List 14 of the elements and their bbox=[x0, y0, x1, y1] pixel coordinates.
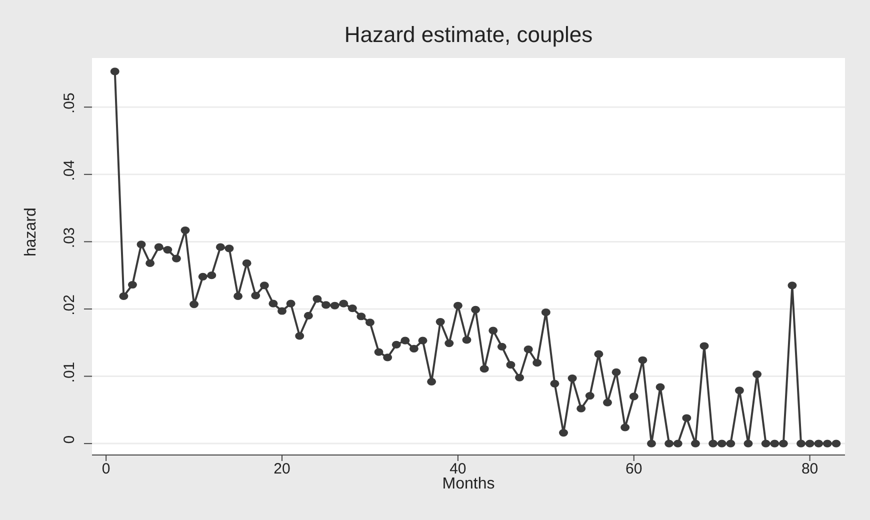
x-tick-label: 20 bbox=[274, 460, 290, 478]
y-tick-label: .04 bbox=[61, 160, 78, 181]
y-tick-label: 0 bbox=[61, 435, 78, 444]
y-tick-label: .01 bbox=[61, 362, 78, 383]
x-tick-label: 0 bbox=[102, 460, 110, 478]
y-tick-label: .02 bbox=[61, 294, 78, 316]
x-tick-label: 80 bbox=[801, 460, 818, 478]
x-tick-label: 60 bbox=[626, 460, 642, 478]
y-tick-label: .05 bbox=[61, 92, 78, 114]
x-axis-title: Months bbox=[442, 475, 495, 492]
y-axis-title: hazard bbox=[22, 208, 40, 256]
y-tick-label: .03 bbox=[61, 227, 78, 248]
chart-title: Hazard estimate, couples bbox=[343, 22, 594, 48]
x-tick-label: 40 bbox=[450, 460, 466, 478]
